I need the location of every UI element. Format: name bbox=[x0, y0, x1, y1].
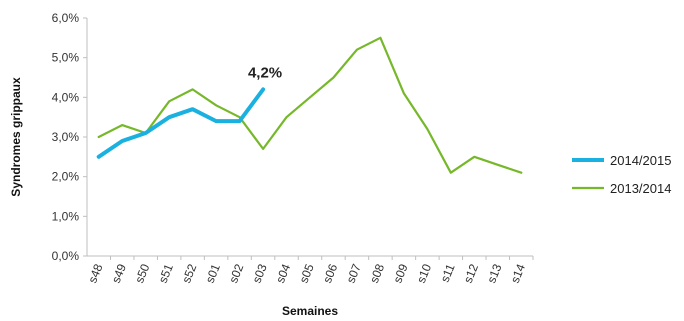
x-tick-label: s51 bbox=[156, 262, 176, 285]
x-tick-label: s52 bbox=[179, 262, 199, 285]
x-tick-label: s11 bbox=[438, 262, 458, 285]
x-tick-label: s12 bbox=[461, 262, 481, 285]
x-tick-label: s04 bbox=[273, 262, 293, 285]
y-tick-label: 4,0% bbox=[52, 90, 80, 104]
axes bbox=[86, 18, 533, 257]
x-tick-label: s01 bbox=[203, 262, 223, 285]
x-tick-label: s13 bbox=[484, 262, 504, 285]
x-tick-label: s48 bbox=[85, 262, 105, 285]
x-tick-label: s05 bbox=[297, 262, 317, 285]
y-axis-title-group: Syndromes grippaux bbox=[9, 77, 23, 197]
y-tick-label: 6,0% bbox=[52, 11, 80, 25]
series-line-2013-2014 bbox=[97, 36, 523, 174]
x-tick-label: s09 bbox=[390, 262, 410, 285]
y-tick-label: 5,0% bbox=[52, 51, 80, 65]
y-tick-labels: 0,0% 1,0% 2,0% 3,0% 4,0% 5,0% 6,0% bbox=[52, 11, 87, 263]
legend: 2014/2015 2013/2014 bbox=[572, 153, 671, 196]
x-tick-label: s02 bbox=[226, 262, 246, 285]
y-axis-title: Syndromes grippaux bbox=[9, 77, 23, 197]
y-tick-label: 2,0% bbox=[52, 170, 80, 184]
y-tick-label: 1,0% bbox=[52, 209, 80, 223]
annotations: 4,2% bbox=[248, 64, 282, 81]
legend-label: 2013/2014 bbox=[610, 181, 671, 196]
x-tick-label: s50 bbox=[132, 262, 152, 285]
annotation-label: 4,2% bbox=[248, 64, 282, 81]
y-tick-label: 0,0% bbox=[52, 249, 80, 263]
x-tick-label: s49 bbox=[109, 262, 129, 285]
series-lines bbox=[96, 36, 523, 174]
x-tick-label: s07 bbox=[343, 262, 363, 285]
series-line-2014-2015 bbox=[96, 87, 266, 159]
x-tick-label: s08 bbox=[367, 262, 387, 285]
x-tick-label: s14 bbox=[508, 262, 528, 285]
y-tick-label: 3,0% bbox=[52, 130, 80, 144]
legend-label: 2014/2015 bbox=[610, 153, 671, 168]
x-tick-label: s10 bbox=[414, 262, 434, 285]
x-tick-label: s06 bbox=[320, 262, 340, 285]
x-axis-title: Semaines bbox=[282, 304, 338, 318]
x-tick-labels: s48 s49 s50 s51 s52 s01 s02 s03 s04 s05 s06 s07 s08 s… bbox=[85, 256, 534, 285]
x-tick-label: s03 bbox=[250, 262, 270, 285]
